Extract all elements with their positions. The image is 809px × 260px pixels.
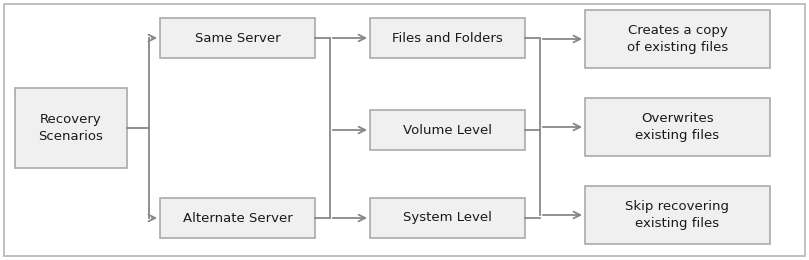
Text: Alternate Server: Alternate Server	[183, 211, 292, 224]
FancyBboxPatch shape	[585, 98, 770, 156]
Text: Same Server: Same Server	[195, 31, 280, 44]
FancyBboxPatch shape	[370, 110, 525, 150]
Text: Files and Folders: Files and Folders	[392, 31, 503, 44]
FancyBboxPatch shape	[160, 198, 315, 238]
FancyBboxPatch shape	[370, 198, 525, 238]
FancyBboxPatch shape	[585, 186, 770, 244]
Text: Recovery
Scenarios: Recovery Scenarios	[39, 113, 104, 143]
FancyBboxPatch shape	[160, 18, 315, 58]
Text: Overwrites
existing files: Overwrites existing files	[635, 112, 719, 142]
FancyBboxPatch shape	[585, 10, 770, 68]
Text: Skip recovering
existing files: Skip recovering existing files	[625, 200, 730, 230]
FancyBboxPatch shape	[15, 88, 127, 168]
Text: Creates a copy
of existing files: Creates a copy of existing files	[627, 24, 728, 54]
Text: System Level: System Level	[403, 211, 492, 224]
FancyBboxPatch shape	[370, 18, 525, 58]
Text: Volume Level: Volume Level	[403, 124, 492, 136]
